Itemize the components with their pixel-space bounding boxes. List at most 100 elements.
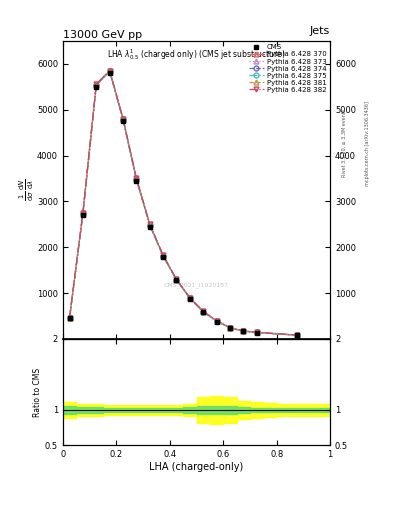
Pythia 6.428 373 bbox=[81, 211, 85, 217]
CMS bbox=[187, 295, 192, 302]
Pythia 6.428 374 bbox=[241, 328, 246, 334]
Pythia 6.428 374 bbox=[201, 309, 206, 315]
Pythia 6.428 374 bbox=[147, 222, 152, 228]
Pythia 6.428 382 bbox=[134, 175, 139, 181]
Pythia 6.428 382 bbox=[147, 221, 152, 227]
CMS bbox=[214, 318, 219, 325]
Pythia 6.428 374 bbox=[81, 210, 85, 217]
Pythia 6.428 382 bbox=[228, 325, 232, 331]
Pythia 6.428 375 bbox=[174, 277, 179, 283]
Pythia 6.428 373 bbox=[94, 82, 99, 89]
CMS bbox=[67, 315, 72, 322]
Pythia 6.428 381 bbox=[254, 329, 259, 335]
Text: Rivet 3.1.10, ≥ 3.3M events: Rivet 3.1.10, ≥ 3.3M events bbox=[342, 109, 346, 178]
Pythia 6.428 370 bbox=[121, 116, 125, 122]
CMS bbox=[134, 178, 139, 184]
CMS bbox=[161, 254, 165, 261]
Pythia 6.428 381 bbox=[67, 315, 72, 321]
CMS bbox=[254, 330, 259, 336]
Line: CMS: CMS bbox=[67, 71, 299, 338]
Pythia 6.428 374 bbox=[134, 176, 139, 182]
CMS bbox=[107, 70, 112, 76]
Pythia 6.428 374 bbox=[254, 329, 259, 335]
CMS bbox=[241, 328, 246, 334]
Line: Pythia 6.428 382: Pythia 6.428 382 bbox=[67, 68, 299, 337]
Pythia 6.428 370 bbox=[254, 329, 259, 335]
Legend: CMS, Pythia 6.428 370, Pythia 6.428 373, Pythia 6.428 374, Pythia 6.428 375, Pyt: CMS, Pythia 6.428 370, Pythia 6.428 373,… bbox=[248, 43, 328, 94]
Pythia 6.428 382 bbox=[67, 315, 72, 321]
Pythia 6.428 373 bbox=[121, 117, 125, 123]
Pythia 6.428 373 bbox=[214, 318, 219, 324]
Pythia 6.428 373 bbox=[254, 329, 259, 335]
Pythia 6.428 381 bbox=[147, 221, 152, 227]
Pythia 6.428 381 bbox=[187, 294, 192, 301]
Pythia 6.428 382 bbox=[241, 328, 246, 334]
Y-axis label: Ratio to CMS: Ratio to CMS bbox=[33, 368, 42, 417]
Pythia 6.428 370 bbox=[81, 210, 85, 216]
Pythia 6.428 374 bbox=[174, 276, 179, 283]
Pythia 6.428 373 bbox=[147, 222, 152, 228]
Pythia 6.428 375 bbox=[187, 295, 192, 302]
CMS bbox=[294, 332, 299, 338]
Text: mcplots.cern.ch [arXiv:1306.3436]: mcplots.cern.ch [arXiv:1306.3436] bbox=[365, 101, 370, 186]
Pythia 6.428 370 bbox=[134, 176, 139, 182]
Line: Pythia 6.428 374: Pythia 6.428 374 bbox=[67, 69, 299, 337]
Pythia 6.428 375 bbox=[161, 253, 165, 259]
Pythia 6.428 382 bbox=[294, 332, 299, 338]
Pythia 6.428 382 bbox=[174, 276, 179, 283]
Pythia 6.428 374 bbox=[294, 332, 299, 338]
Pythia 6.428 375 bbox=[121, 117, 125, 123]
Text: LHA $\lambda^{1}_{0.5}$ (charged only) (CMS jet substructure): LHA $\lambda^{1}_{0.5}$ (charged only) (… bbox=[107, 47, 286, 62]
CMS bbox=[121, 118, 125, 124]
Pythia 6.428 375 bbox=[81, 210, 85, 217]
Pythia 6.428 382 bbox=[81, 209, 85, 216]
Line: Pythia 6.428 370: Pythia 6.428 370 bbox=[67, 68, 299, 337]
Text: CMS_2021_I1920187: CMS_2021_I1920187 bbox=[164, 283, 229, 288]
Pythia 6.428 370 bbox=[161, 252, 165, 259]
Pythia 6.428 373 bbox=[134, 176, 139, 182]
Pythia 6.428 375 bbox=[94, 82, 99, 88]
CMS bbox=[81, 212, 85, 218]
Pythia 6.428 382 bbox=[161, 252, 165, 259]
Pythia 6.428 374 bbox=[121, 116, 125, 122]
Pythia 6.428 370 bbox=[228, 325, 232, 331]
Pythia 6.428 373 bbox=[294, 332, 299, 338]
Pythia 6.428 373 bbox=[228, 325, 232, 331]
Pythia 6.428 373 bbox=[107, 69, 112, 75]
Pythia 6.428 382 bbox=[214, 317, 219, 324]
Pythia 6.428 370 bbox=[214, 317, 219, 324]
Pythia 6.428 373 bbox=[67, 315, 72, 321]
CMS bbox=[174, 277, 179, 283]
Pythia 6.428 374 bbox=[161, 253, 165, 259]
Pythia 6.428 373 bbox=[174, 277, 179, 283]
CMS bbox=[94, 84, 99, 90]
Pythia 6.428 382 bbox=[107, 68, 112, 74]
Pythia 6.428 370 bbox=[174, 276, 179, 283]
Pythia 6.428 381 bbox=[201, 308, 206, 314]
Pythia 6.428 370 bbox=[94, 81, 99, 88]
Pythia 6.428 373 bbox=[187, 295, 192, 302]
Pythia 6.428 381 bbox=[121, 115, 125, 121]
Pythia 6.428 375 bbox=[67, 315, 72, 321]
Pythia 6.428 370 bbox=[201, 308, 206, 314]
Pythia 6.428 375 bbox=[134, 176, 139, 182]
Pythia 6.428 374 bbox=[214, 318, 219, 324]
CMS bbox=[228, 326, 232, 332]
Line: Pythia 6.428 375: Pythia 6.428 375 bbox=[67, 69, 299, 338]
Pythia 6.428 370 bbox=[294, 332, 299, 338]
Pythia 6.428 374 bbox=[228, 325, 232, 331]
Pythia 6.428 373 bbox=[161, 253, 165, 260]
Pythia 6.428 370 bbox=[187, 295, 192, 301]
Pythia 6.428 382 bbox=[121, 116, 125, 122]
Line: Pythia 6.428 381: Pythia 6.428 381 bbox=[67, 68, 299, 337]
Y-axis label: $\frac{1}{\mathrm{d}\sigma}\,\frac{\mathrm{d}N}{\mathrm{d}\lambda}$: $\frac{1}{\mathrm{d}\sigma}\,\frac{\math… bbox=[17, 179, 35, 201]
Pythia 6.428 381 bbox=[214, 317, 219, 324]
Pythia 6.428 370 bbox=[67, 315, 72, 321]
Pythia 6.428 375 bbox=[254, 329, 259, 335]
CMS bbox=[201, 309, 206, 315]
Pythia 6.428 375 bbox=[201, 309, 206, 315]
Pythia 6.428 373 bbox=[241, 328, 246, 334]
Pythia 6.428 381 bbox=[161, 252, 165, 258]
Pythia 6.428 375 bbox=[107, 69, 112, 75]
X-axis label: LHA (charged-only): LHA (charged-only) bbox=[149, 462, 244, 472]
